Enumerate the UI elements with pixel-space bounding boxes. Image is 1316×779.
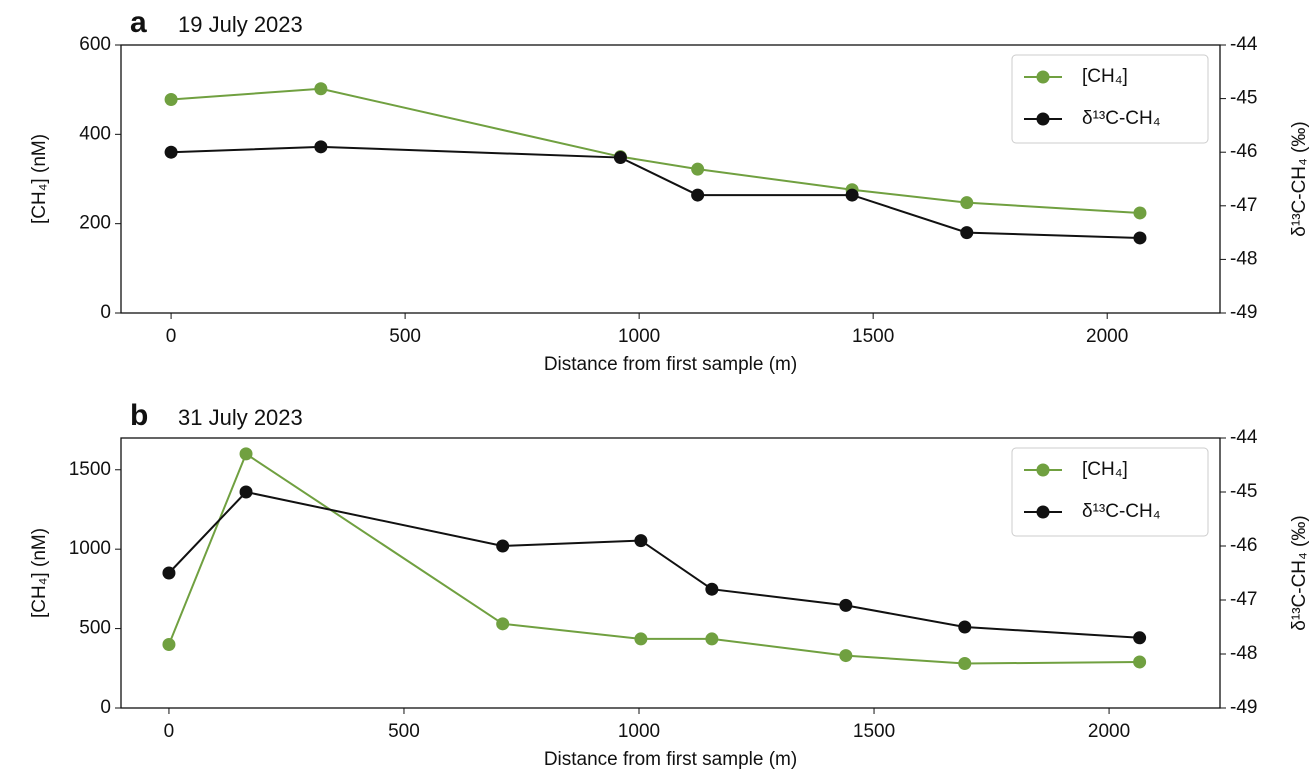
data-point [314,140,328,154]
y-tick-label: 500 [79,618,111,639]
plot-frame [120,44,1221,314]
data-point [314,82,328,96]
data-point [691,162,705,176]
data-point [960,226,974,240]
data-point [1133,655,1147,669]
y2-tick-label: -46 [1230,535,1257,556]
data-point [839,598,853,612]
y2-tick-label: -45 [1230,88,1257,109]
y-tick-label: 0 [100,697,111,718]
data-point [239,447,253,461]
data-point [960,196,974,210]
series-line [171,145,1140,239]
data-point [496,617,510,631]
y-axis-label: [CH₄] (nM) [29,528,50,618]
y-tick-label: 600 [79,34,111,55]
y2-tick-label: -49 [1230,697,1257,718]
x-tick-label: 1000 [618,721,660,742]
y2-tick-label: -44 [1230,427,1258,448]
data-point [958,657,972,671]
panel-title: 31 July 2023 [178,405,303,430]
y2-tick-label: -48 [1230,248,1257,269]
x-tick-label: 0 [166,326,177,347]
data-point [634,534,648,548]
panel: b 31 July 2023 0 500 1000 1500 2000 0 500 1000 150… [29,399,1310,770]
y-tick-label: 400 [79,123,111,144]
panel-title: 19 July 2023 [178,12,303,37]
y-tick-label: 200 [79,213,111,234]
legend-label: [CH₄] [1082,459,1128,480]
data-point [634,632,648,646]
y2-tick-label: -45 [1230,481,1257,502]
panel-label: b [130,399,148,432]
x-axis-label: Distance from first sample (m) [544,354,797,375]
x-tick-label: 2000 [1088,721,1130,742]
panel-label: a [130,6,147,39]
y2-tick-label: -49 [1230,302,1257,323]
y-tick-label: 0 [100,302,111,323]
y2-axis-label: δ¹³C-CH₄ (‰) [1289,121,1310,236]
data-point [1133,631,1147,645]
data-point [164,92,178,106]
data-point [162,566,176,580]
x-tick-label: 500 [389,326,421,347]
data-point [839,649,853,663]
x-tick-label: 1000 [618,326,660,347]
y2-axis-label: δ¹³C-CH₄ (‰) [1289,515,1310,630]
y-tick-label: 1500 [69,459,111,480]
legend-label: [CH₄] [1082,66,1128,87]
x-tick-label: 0 [164,721,175,742]
data-point [691,188,705,202]
x-tick-label: 500 [388,721,420,742]
data-point [162,637,176,651]
data-point [705,582,719,596]
legend-marker [1036,505,1050,519]
series-line [168,452,1140,665]
y2-tick-label: -48 [1230,643,1257,664]
y2-tick-label: -46 [1230,141,1257,162]
data-point [239,485,253,499]
plot-frame [120,437,1221,709]
panel: a 19 July 2023 0 500 1000 1500 2000 0 200 400 600 -… [29,6,1310,375]
y-axis-label: [CH₄] (nM) [29,134,50,224]
legend-marker [1036,70,1050,84]
data-point [845,188,859,202]
y2-tick-label: -47 [1230,195,1257,216]
data-point [164,145,178,159]
x-tick-label: 1500 [852,326,894,347]
data-point [705,632,719,646]
y-tick-label: 1000 [69,538,111,559]
legend-marker [1036,463,1050,477]
data-point [496,539,510,553]
y2-tick-label: -44 [1230,34,1258,55]
y2-tick-label: -47 [1230,589,1257,610]
x-axis-label: Distance from first sample (m) [544,749,797,770]
legend-label: δ¹³C-CH₄ [1082,108,1161,129]
legend-label: δ¹³C-CH₄ [1082,501,1161,522]
data-point [958,620,972,634]
legend-marker [1036,112,1050,126]
series-line [168,490,1140,639]
x-tick-label: 2000 [1086,326,1128,347]
data-point [613,151,627,165]
data-point [1133,231,1147,245]
data-point [1133,206,1147,220]
x-tick-label: 1500 [853,721,895,742]
